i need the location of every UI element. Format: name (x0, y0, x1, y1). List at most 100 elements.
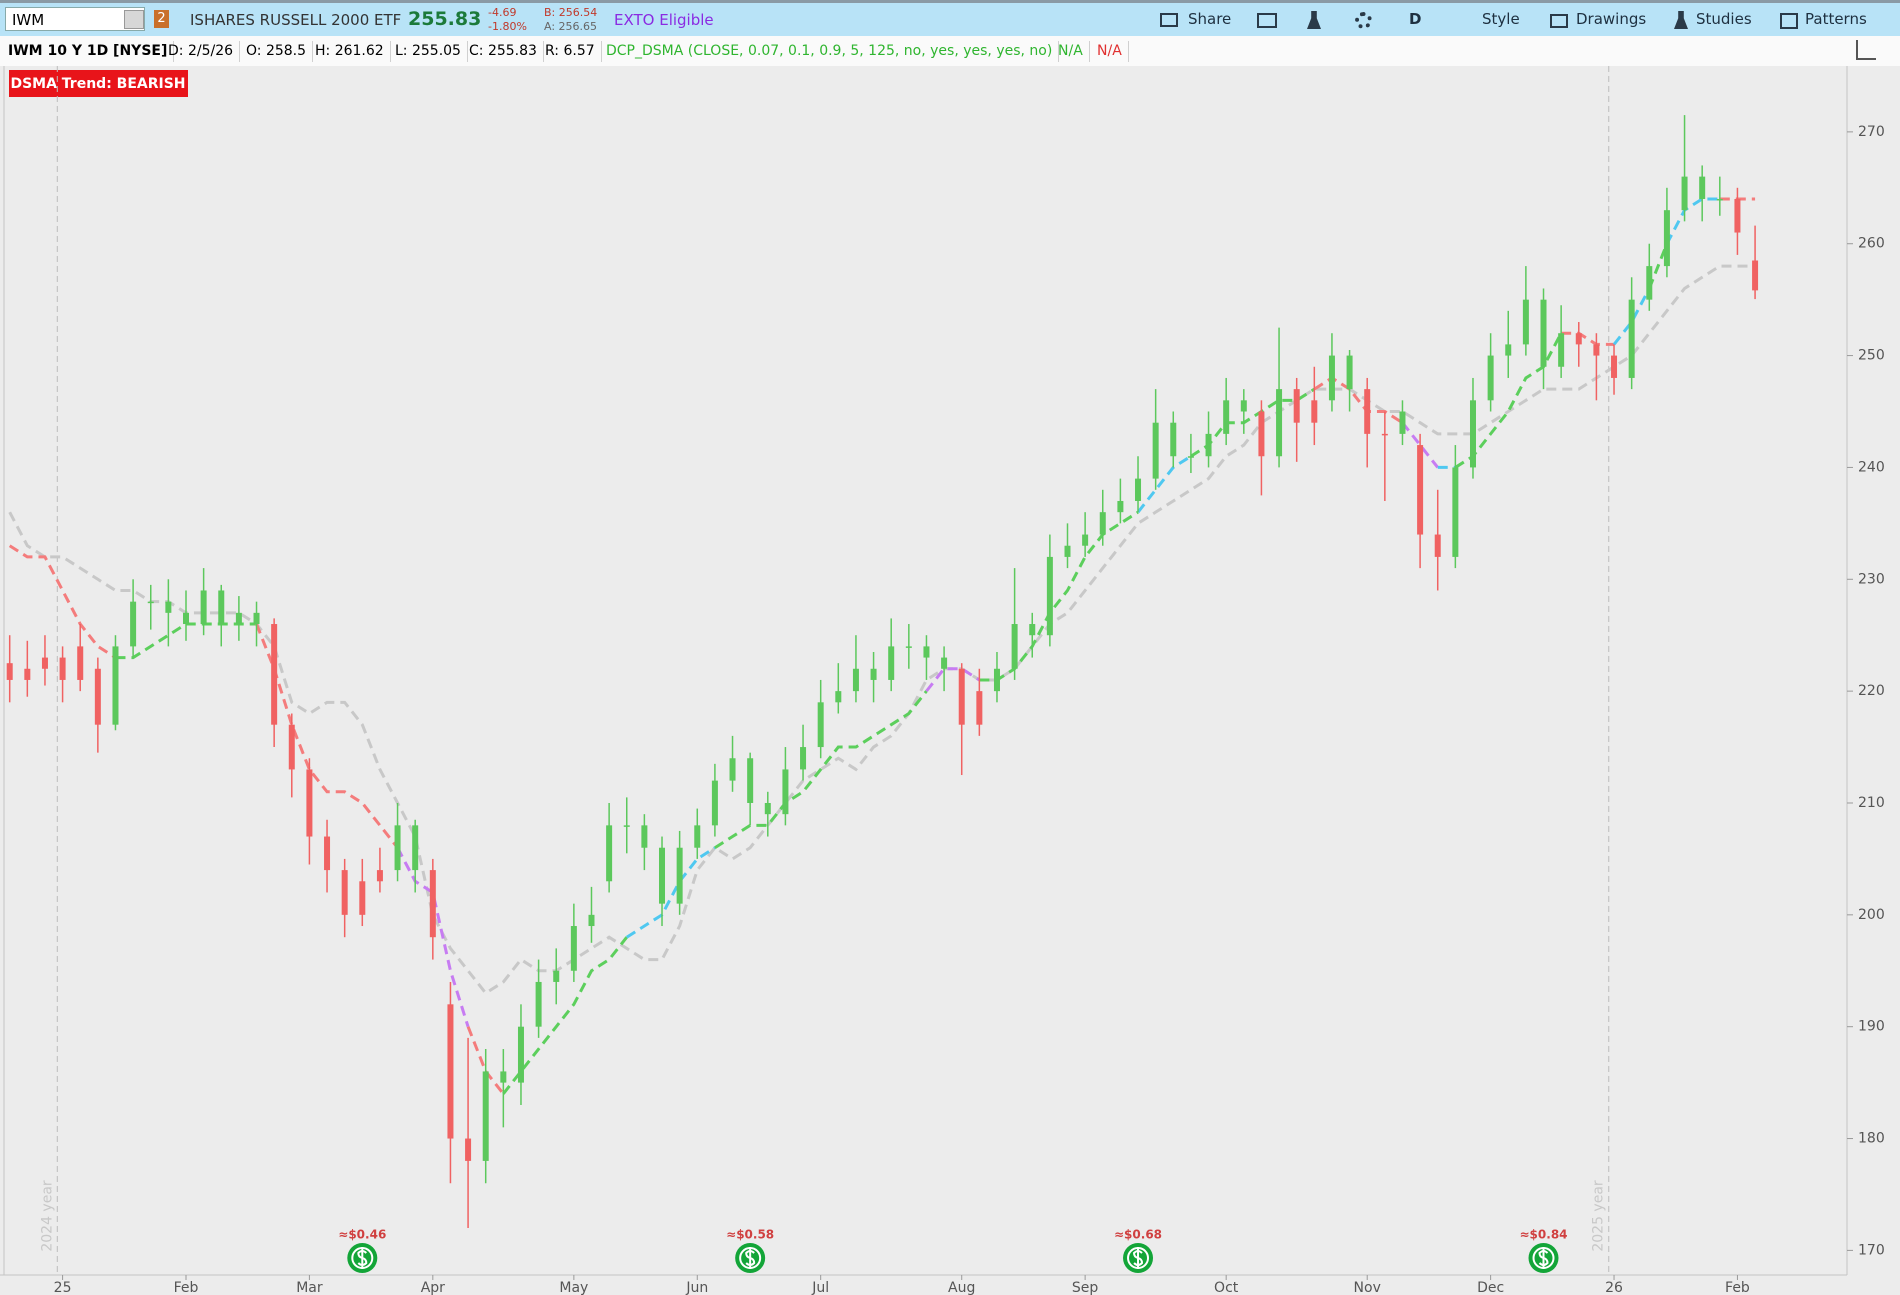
candle-body (659, 847, 666, 904)
icon-button[interactable] (1257, 13, 1277, 28)
share-icon (1160, 13, 1178, 27)
collapse-icon[interactable] (1856, 40, 1876, 60)
candle-body (976, 691, 983, 725)
toolbar: IWM 2 ISHARES RUSSELL 2000 ETF 255.83 -4… (0, 0, 1900, 36)
patterns-button[interactable]: Patterns (1805, 10, 1867, 28)
candle-body (183, 612, 189, 625)
candle-body (376, 870, 383, 882)
year-label: 2025 year (1591, 1180, 1607, 1252)
candle-body (800, 747, 807, 770)
candle-body (288, 724, 295, 770)
candle-body (888, 646, 895, 680)
dsma-line (1561, 331, 1615, 346)
x-tick-label: Apr (421, 1280, 445, 1295)
candle-body (835, 691, 842, 703)
candle-body (500, 1071, 507, 1083)
y-tick-label: 250 (1858, 348, 1885, 364)
candle-body (782, 769, 789, 815)
dsma-line (625, 846, 716, 939)
dividend-label: ≈$0.58 (726, 1228, 774, 1242)
candle-body (1328, 355, 1335, 401)
candle-body (870, 668, 877, 680)
candle-body (147, 601, 154, 604)
dividend-glyph (1133, 1247, 1144, 1269)
dividend-label: ≈$0.68 (1114, 1228, 1162, 1242)
symbol-input[interactable]: IWM (5, 7, 145, 31)
candle-body (1716, 198, 1723, 201)
candle-body (253, 612, 260, 625)
change: -4.69 (488, 6, 517, 19)
dsma-line (396, 847, 470, 1028)
dsma-line (1612, 287, 1651, 346)
description: ISHARES RUSSELL 2000 ETF (190, 11, 402, 29)
candle-body (77, 646, 84, 680)
candle-body (1258, 411, 1265, 457)
candle-body (535, 981, 542, 1027)
candle-body (1628, 299, 1635, 378)
studies-icon (1674, 11, 1688, 29)
link-group[interactable]: 2 (154, 10, 169, 28)
symbol-dropdown[interactable] (124, 10, 144, 29)
candle-body (130, 601, 137, 647)
candle-body (1505, 344, 1512, 356)
candle-body (553, 970, 560, 982)
candle-body (588, 914, 595, 927)
candle-body (271, 624, 278, 725)
candle-body (958, 668, 965, 725)
candle-body (1434, 534, 1441, 557)
date-field: D: 2/5/26 (162, 41, 241, 62)
candle-body (412, 825, 419, 871)
candle-body (482, 1071, 489, 1161)
x-tick-label: 26 (1605, 1280, 1623, 1295)
candle-body (1681, 176, 1688, 211)
candle-body (394, 825, 401, 871)
candle-body (1046, 556, 1053, 636)
candle-body (1699, 176, 1706, 199)
candle-body (1611, 355, 1618, 378)
candle-body (905, 646, 912, 648)
candle-body (165, 601, 172, 613)
candle-body (1558, 333, 1565, 367)
candle-body (24, 668, 31, 680)
candle-body (1452, 467, 1459, 557)
study-value: N/A (1052, 41, 1090, 62)
trend-badge-text: DSMA Trend: BEARISH (10, 76, 185, 92)
candle-body (1311, 400, 1318, 423)
settings-button[interactable] (1355, 12, 1372, 29)
candle-body (1187, 456, 1194, 458)
aggregation-button[interactable]: D (1409, 10, 1422, 28)
candle-body (817, 702, 824, 748)
candle-body (1364, 389, 1371, 434)
study-label: DCP_DSMA (CLOSE, 0.07, 0.1, 0.9, 5, 125,… (600, 41, 1060, 62)
candle-body (570, 926, 577, 971)
dsma-line (1136, 454, 1192, 514)
candle-body (306, 769, 313, 837)
study-value: N/A (1091, 41, 1129, 62)
candle-body (1575, 333, 1582, 345)
low-field: L: 255.05 (389, 41, 468, 62)
patterns-icon (1780, 13, 1798, 29)
candle-body (729, 758, 736, 781)
range-field: R: 6.57 (539, 41, 602, 62)
year-label: 2024 year (39, 1180, 55, 1252)
drawings-button[interactable]: Drawings (1576, 10, 1647, 28)
studies-button[interactable]: Studies (1696, 10, 1752, 28)
x-tick-label: Aug (948, 1280, 975, 1295)
candle-body (1417, 445, 1424, 535)
style-button[interactable]: Style (1482, 10, 1520, 28)
x-tick-label: Nov (1354, 1280, 1381, 1295)
open-field: O: 258.5 (240, 41, 314, 62)
candle-body (694, 825, 701, 848)
dsma-line (255, 623, 399, 849)
chart: DSMA Trend: BEARISH 2024 year 2025 year 17… (0, 66, 1900, 1295)
flask-button[interactable] (1307, 11, 1321, 29)
share-button[interactable]: Share (1188, 10, 1232, 28)
y-tick-label: 170 (1858, 1242, 1885, 1258)
candle-body (1734, 198, 1741, 233)
candle-body (923, 646, 930, 658)
candle-body (1135, 478, 1142, 501)
y-tick-label: 220 (1858, 683, 1885, 699)
candle-body (112, 646, 119, 725)
candle-body (1240, 400, 1247, 412)
